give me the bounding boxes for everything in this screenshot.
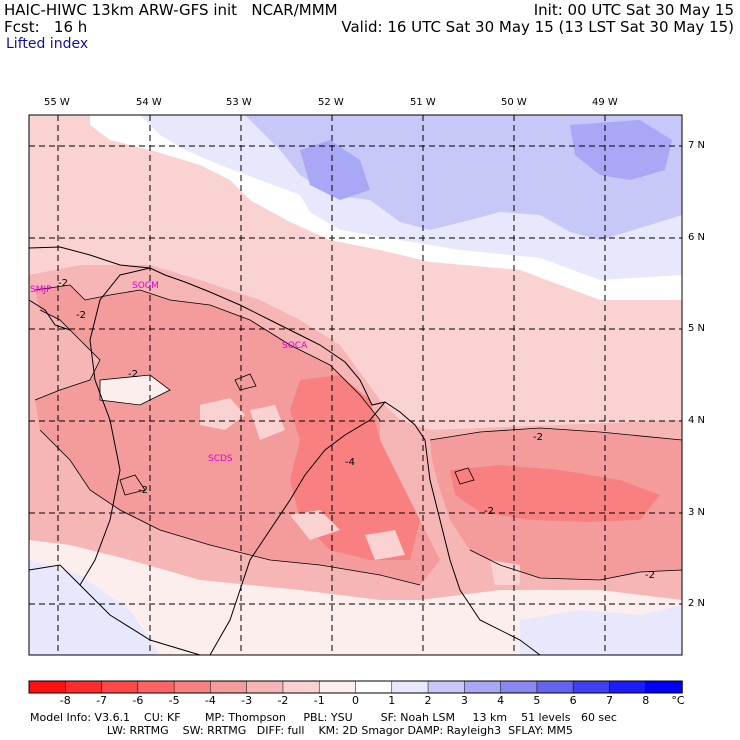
lon-tick: 49 W xyxy=(592,97,618,108)
lat-lon-grid xyxy=(29,115,682,655)
lat-tick: 4 N xyxy=(688,415,706,426)
colorbar-cell xyxy=(391,680,429,694)
station-label: SCDS xyxy=(208,454,233,464)
contour-line xyxy=(34,309,101,401)
station-label: SMJP xyxy=(30,285,52,295)
colorbar-label: 1 xyxy=(388,694,396,707)
map-frame xyxy=(28,114,683,656)
lat-tick: 7 N xyxy=(688,140,706,151)
colorbar-cell xyxy=(572,680,611,694)
colorbar-label: 4 xyxy=(497,694,505,707)
colorbar-label: 5 xyxy=(533,694,541,707)
colorbar-label: -6 xyxy=(132,694,144,707)
contour-line xyxy=(119,474,146,496)
lon-tick: 54 W xyxy=(136,97,162,108)
colorbar-label: 2 xyxy=(424,694,432,707)
colorbar-cell xyxy=(536,680,574,694)
contour-label: -2 xyxy=(58,278,68,289)
border-suriname-east xyxy=(209,401,386,656)
lat-tick: 5 N xyxy=(688,323,706,334)
valid-time: Valid: 16 UTC Sat 30 May 15 (13 LST Sat … xyxy=(341,18,734,36)
colorbar-label: 8 xyxy=(642,694,650,707)
colorbar-cell xyxy=(246,680,284,694)
contour-label: -4 xyxy=(345,457,355,468)
shade-plus1-south xyxy=(520,605,682,655)
shade-hole xyxy=(100,375,170,405)
colorbar-label: -1 xyxy=(313,694,325,707)
contours xyxy=(34,284,683,586)
colorbar-cell xyxy=(318,680,357,694)
colorbar xyxy=(28,680,683,694)
shade-minus3-east xyxy=(450,465,660,522)
colorbar-label: 7 xyxy=(605,694,613,707)
colorbar-cell xyxy=(28,680,67,694)
colorbar-cell xyxy=(137,680,175,694)
colorbar-label: 6 xyxy=(569,694,577,707)
model-info-line1: Model Info: V3.6.1 CU: KF MP: Thompson P… xyxy=(30,711,617,724)
colorbar-frame xyxy=(28,680,683,694)
colorbar-label: 3 xyxy=(460,694,468,707)
shade-hole xyxy=(365,530,405,560)
contour-label: -2 xyxy=(138,485,148,496)
colorbar-cell xyxy=(282,680,320,694)
shade-plus1-southwest xyxy=(29,560,160,655)
colorbar-label: -5 xyxy=(168,694,180,707)
model-title: HAIC-HIWC 13km ARW-GFS init NCAR/MMM xyxy=(4,1,338,19)
shade-hole xyxy=(290,510,340,540)
field-name: Lifted index xyxy=(6,36,89,52)
shade-hole xyxy=(200,398,245,430)
contour-label: -2 xyxy=(645,570,655,581)
lon-tick: 50 W xyxy=(501,97,527,108)
contour-label: -2 xyxy=(128,369,138,380)
forecast-hour: Fcst: 16 h xyxy=(4,18,88,36)
station-label: SOCA xyxy=(282,341,308,351)
colorbar-cell xyxy=(210,680,248,694)
contour-label: -2 xyxy=(484,506,494,517)
contour-label: -2 xyxy=(533,432,543,443)
shade-plus3-north xyxy=(570,120,672,180)
model-info-line2: LW: RRTMG SW: RRTMG DIFF: full KM: 2D Sm… xyxy=(30,724,573,737)
station-label: SOCM xyxy=(132,281,159,291)
lon-tick: 52 W xyxy=(318,97,344,108)
contour-line xyxy=(39,429,421,586)
shade-hole xyxy=(490,560,520,585)
colorbar-cell xyxy=(355,680,393,694)
colorbar-cell xyxy=(65,680,103,694)
colorbar-label: -2 xyxy=(277,694,289,707)
contour-line xyxy=(429,427,683,441)
contour-label: -2 xyxy=(76,310,86,321)
lat-tick: 6 N xyxy=(688,232,706,243)
colorbar-cell xyxy=(500,680,538,694)
init-time: Init: 00 UTC Sat 30 May 15 xyxy=(533,1,734,19)
colorbar-label: 0 xyxy=(352,694,359,707)
coastline-borders xyxy=(28,246,541,656)
lat-tick: 3 N xyxy=(688,507,706,518)
colorbar-cell xyxy=(173,680,212,694)
contour-line xyxy=(34,284,381,421)
shade-hole xyxy=(250,405,285,440)
contour-line xyxy=(454,467,475,485)
contour-line xyxy=(234,373,257,391)
colorbar-label: -3 xyxy=(241,694,253,707)
colorbar-label: -4 xyxy=(204,694,216,707)
coast-west-inlet xyxy=(28,299,71,331)
lon-tick: 55 W xyxy=(44,97,70,108)
colorbar-label: -7 xyxy=(96,694,108,707)
lon-tick: 51 W xyxy=(410,97,436,108)
colorbar-cell xyxy=(645,680,683,694)
border-french-guiana xyxy=(424,439,541,656)
lon-tick: 53 W xyxy=(226,97,252,108)
contour-line xyxy=(469,549,683,581)
colorbar-cell xyxy=(464,680,502,694)
contour-line xyxy=(99,374,171,406)
colorbar-cell xyxy=(609,680,647,694)
colorbar-cell xyxy=(427,680,466,694)
colorbar-unit: °C xyxy=(671,694,685,707)
colorbar-label: -8 xyxy=(59,694,71,707)
border-suriname-south xyxy=(28,564,201,656)
colorbar-cell xyxy=(101,680,139,694)
shade-plus3-north xyxy=(300,140,370,200)
lat-tick: 2 N xyxy=(688,598,706,609)
